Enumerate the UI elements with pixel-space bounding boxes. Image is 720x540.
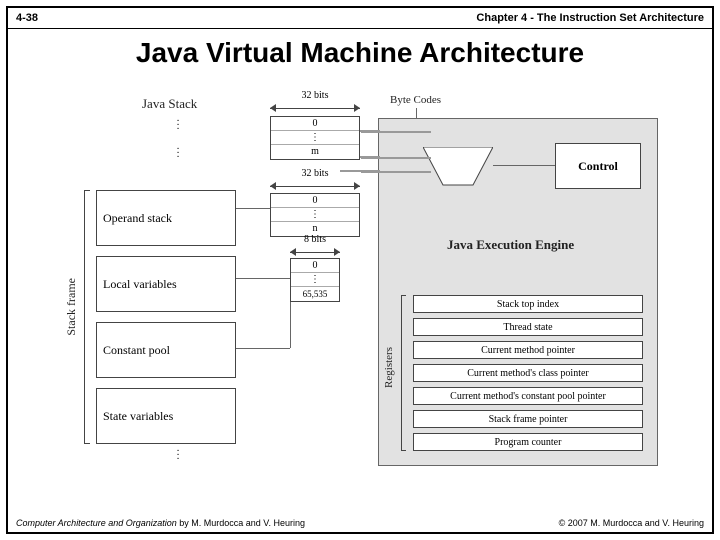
byte-codes-label: Byte Codes [390, 94, 441, 106]
slide-frame: 4-38 Chapter 4 - The Instruction Set Arc… [6, 6, 714, 534]
register-3: Current method's class pointer [413, 364, 643, 382]
mem-block-1: 0 ⋮ n [270, 193, 360, 237]
engine-label: Java Execution Engine [447, 237, 574, 253]
conn-line-3v [290, 302, 291, 348]
width-arrow-1: 32 bits [270, 182, 360, 192]
register-6: Program counter [413, 433, 643, 451]
footer-copyright: © 2007 M. Murdocca and V. Heuring [559, 518, 704, 528]
stack-section-local: Local variables [96, 256, 236, 312]
mem-block-0: 0 ⋮ m [270, 116, 360, 160]
stack-frame-bracket [84, 190, 90, 444]
slide-footer: Computer Architecture and Organization b… [16, 518, 704, 528]
stack-frame-label: Stack frame [64, 278, 79, 336]
footer-left: Computer Architecture and Organization b… [16, 518, 305, 528]
conn-line-2 [236, 278, 290, 279]
width-arrow-0: 32 bits [270, 104, 360, 114]
chapter-title: Chapter 4 - The Instruction Set Architec… [476, 12, 704, 24]
java-stack-label: Java Stack [142, 96, 197, 112]
register-2: Current method pointer [413, 341, 643, 359]
slide-header: 4-38 Chapter 4 - The Instruction Set Arc… [8, 8, 712, 29]
registers-bracket [401, 295, 406, 451]
stack-dots-top: ··· [173, 120, 183, 132]
jvm-diagram: Java Stack ··· ··· Stack frame Operand s… [58, 98, 666, 498]
register-1: Thread state [413, 318, 643, 336]
mux-to-control [493, 165, 555, 166]
mem-block-2: 0 ⋮ 65,535 [290, 258, 340, 302]
stack-section-state: State variables [96, 388, 236, 444]
stack-dots-mid: ··· [173, 148, 183, 160]
page-number: 4-38 [16, 12, 38, 24]
execution-engine: Java Execution Engine Control Registers … [378, 118, 658, 466]
bus-ext-a [360, 130, 380, 132]
conn-line-3 [236, 348, 290, 349]
registers-label: Registers [383, 347, 395, 388]
mux-icon [423, 147, 493, 187]
bytecodes-arrow-v [416, 108, 417, 118]
bus-ext-b [360, 156, 380, 158]
register-0: Stack top index [413, 295, 643, 313]
stack-section-constpool: Constant pool [96, 322, 236, 378]
slide-title: Java Virtual Machine Architecture [8, 37, 712, 69]
width-arrow-2: 8 bits [290, 248, 340, 258]
stack-section-operand: Operand stack [96, 190, 236, 246]
register-5: Stack frame pointer [413, 410, 643, 428]
register-4: Current method's constant pool pointer [413, 387, 643, 405]
bus-ext-c [340, 170, 380, 172]
stack-dots-bottom: ··· [173, 450, 183, 462]
conn-line-1 [236, 208, 270, 209]
control-box: Control [555, 143, 641, 189]
